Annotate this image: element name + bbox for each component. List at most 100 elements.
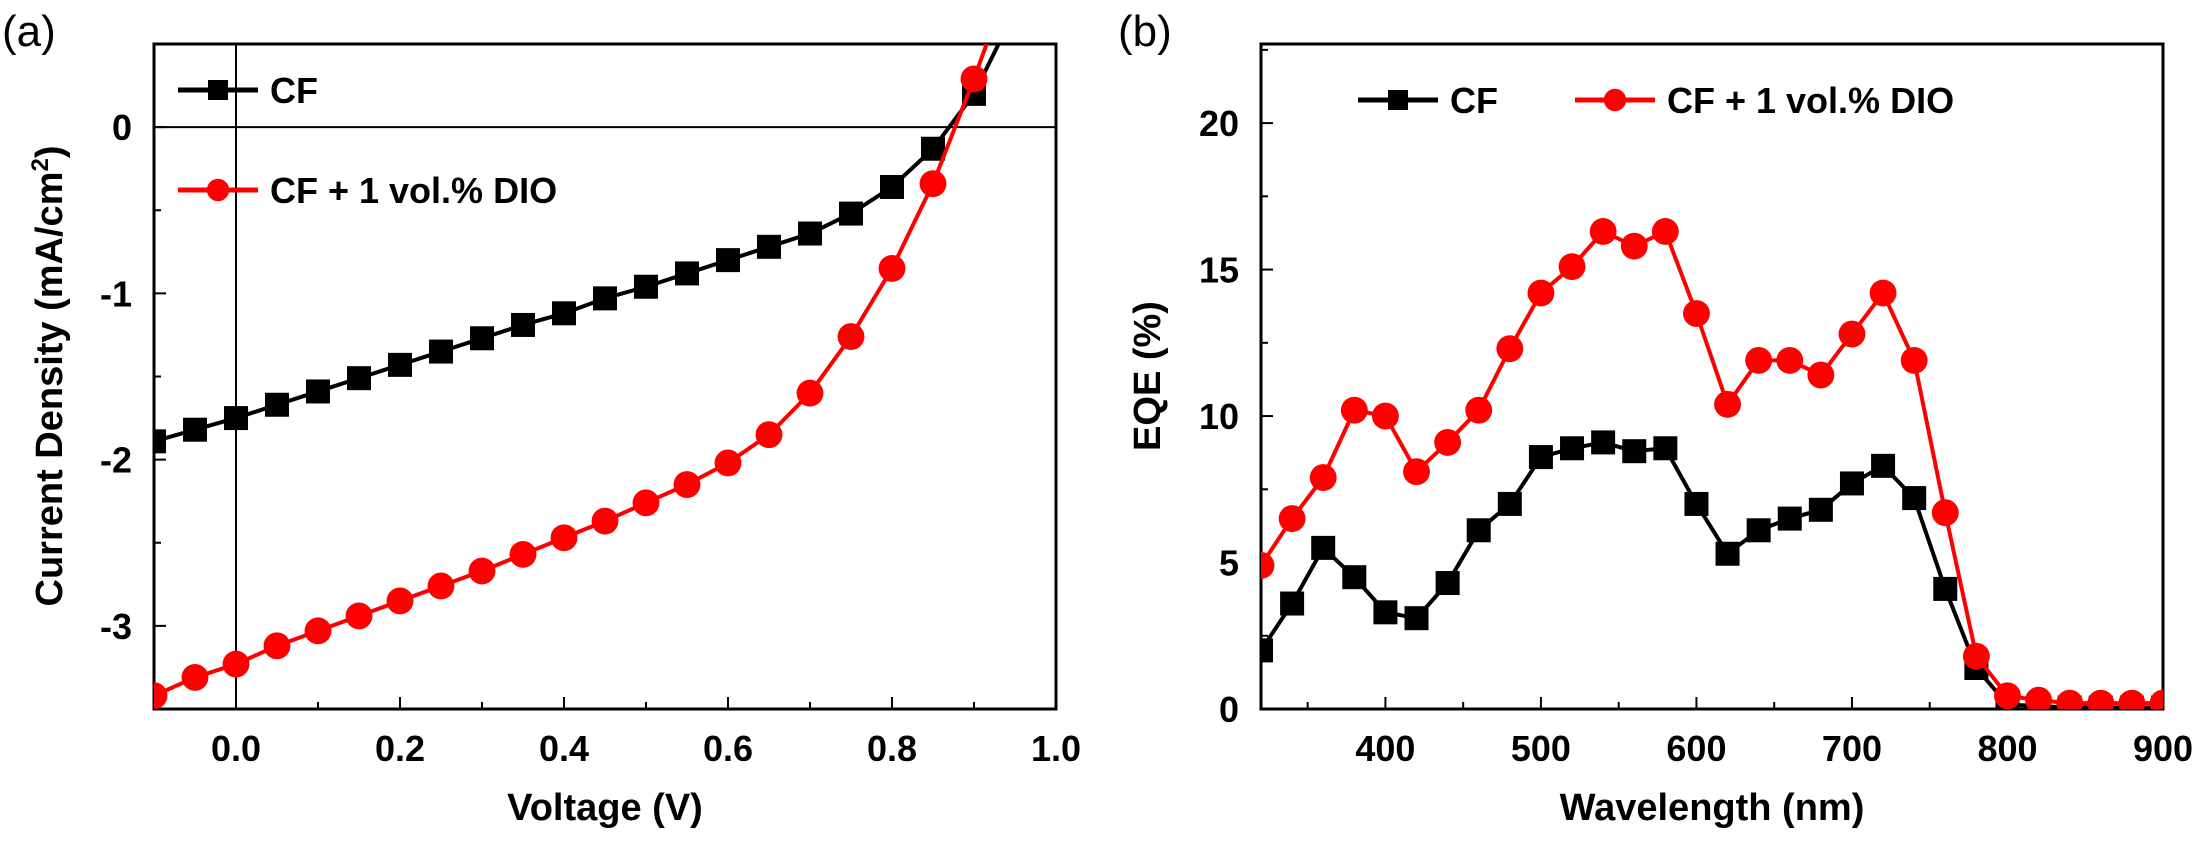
data-point-cf <box>839 201 863 226</box>
panel-a-label: (a) <box>2 7 56 56</box>
data-point-cf-dio <box>2118 689 2146 709</box>
data-point-cf-dio <box>591 507 619 535</box>
data-point-cf <box>1591 430 1616 455</box>
data-point-cf-dio <box>304 617 332 645</box>
panel-a-legend: CF CF + 1 vol.% DIO <box>178 70 557 211</box>
data-point-cf <box>1684 491 1709 516</box>
data-point-cf <box>388 352 412 377</box>
series-line-cf-dio <box>1261 228 2163 706</box>
data-point-cf-dio <box>1869 279 1897 307</box>
data-point-cf-dio <box>837 323 865 351</box>
data-point-cf-dio <box>1683 300 1710 327</box>
panel-a-y-axis-title-sup: 2 <box>27 158 54 171</box>
data-point-cf-dio <box>632 489 660 517</box>
data-point-cf <box>1261 638 1273 663</box>
data-point-cf <box>1003 0 1027 23</box>
data-point-cf-dio <box>919 170 947 198</box>
panel-b-y-axis-title: EQE (%) <box>1127 301 1169 451</box>
data-point-cf-dio <box>509 540 537 568</box>
data-point-cf <box>1404 606 1429 631</box>
panel-a-jv-chart: (a) 0.0 0.2 0.4 0.6 0.8 1.0 0 -1 -2 -3 CF CF + 1 v… <box>2 0 1081 829</box>
data-point-cf-dio <box>985 0 1012 24</box>
legend-marker-cf-dio <box>206 178 230 202</box>
data-point-cf-dio <box>1558 253 1586 281</box>
y-tick-label: -3 <box>100 606 132 647</box>
data-point-cf <box>347 366 371 391</box>
data-point-cf <box>470 326 494 351</box>
y-tick-label: 5 <box>1219 543 1239 584</box>
plot-frame <box>152 42 1058 711</box>
series-line-cf <box>1261 440 2163 709</box>
x-tick-label: 1.0 <box>1031 728 1081 769</box>
data-point-cf <box>757 234 781 259</box>
y-tick-label: 20 <box>1199 103 1239 144</box>
data-point-cf-dio <box>181 663 209 691</box>
panel-b-x-axis-title: Wavelength (nm) <box>1560 787 1865 829</box>
data-point-cf <box>1715 541 1740 566</box>
data-point-cf-dio <box>1340 396 1368 424</box>
data-point-cf <box>1466 518 1491 543</box>
panel-b-axes: 400 500 600 700 800 900 0 5 10 15 20 <box>1199 42 2193 769</box>
data-point-cf-dio <box>2025 686 2053 709</box>
data-point-cf-dio <box>1278 505 1306 533</box>
data-point-cf <box>1342 565 1367 590</box>
data-point-cf-dio <box>878 254 906 282</box>
panel-a-axes: 0.0 0.2 0.4 0.6 0.8 1.0 0 -1 -2 -3 <box>100 42 1081 769</box>
data-point-cf-dio <box>714 449 742 477</box>
data-point-cf <box>1871 453 1896 478</box>
data-point-cf-dio <box>1620 232 1648 260</box>
data-point-cf-dio <box>1931 499 1959 527</box>
data-point-cf-dio <box>1496 335 1524 363</box>
data-point-cf <box>1435 571 1460 596</box>
data-point-cf-dio <box>1807 361 1835 389</box>
x-tick-label: 0.0 <box>211 728 261 769</box>
data-point-cf-dio <box>1309 464 1337 492</box>
data-point-cf-dio <box>1838 320 1866 348</box>
series-line-cf-dio <box>154 44 989 698</box>
data-point-cf <box>154 429 166 454</box>
x-tick-label: 800 <box>1977 728 2037 769</box>
y-tick-label: 15 <box>1199 250 1239 291</box>
data-point-cf-dio <box>1403 458 1430 486</box>
data-point-cf-dio <box>1465 396 1493 424</box>
data-point-cf-dio <box>1776 346 1804 374</box>
x-tick-label: 0.2 <box>375 728 425 769</box>
panel-b-series <box>1261 218 2163 709</box>
data-point-cf-dio <box>2149 689 2163 709</box>
data-point-cf <box>798 221 822 246</box>
data-point-cf <box>1839 471 1864 496</box>
data-point-cf-dio <box>1714 390 1741 418</box>
panel-a-y-axis-title: Current Density (mA/cm2) <box>27 146 71 607</box>
data-point-cf <box>593 286 617 311</box>
y-tick-label: 0 <box>112 107 132 148</box>
data-point-cf <box>1808 497 1833 522</box>
data-point-cf <box>265 392 289 417</box>
legend-marker-cf-dio <box>1603 88 1627 112</box>
data-point-cf <box>675 261 699 286</box>
y-tick-label: 0 <box>1219 689 1239 730</box>
panel-a-y-axis-title-close: ) <box>29 146 71 159</box>
data-point-cf <box>183 417 207 442</box>
data-point-cf-dio <box>673 471 701 499</box>
data-point-cf-dio <box>755 421 783 449</box>
data-point-cf-dio <box>960 65 988 93</box>
data-point-cf-dio <box>1371 402 1399 430</box>
data-point-cf <box>552 301 576 326</box>
x-tick-label: 0.8 <box>867 728 917 769</box>
data-point-cf-dio <box>345 602 373 630</box>
data-point-cf-dio <box>427 572 455 600</box>
series-line-cf <box>154 44 1001 444</box>
data-point-cf <box>1653 436 1678 461</box>
legend-label-cf-dio: CF + 1 vol.% DIO <box>270 170 557 211</box>
panel-a-series <box>154 0 1027 709</box>
x-tick-label: 600 <box>1666 728 1726 769</box>
y-tick-label: -1 <box>100 273 132 314</box>
data-point-cf <box>1528 445 1553 470</box>
data-point-cf <box>1373 600 1398 625</box>
data-point-cf-dio <box>796 379 824 407</box>
data-point-cf-dio <box>1527 279 1555 307</box>
legend-marker-cf <box>208 80 228 100</box>
data-point-cf-dio <box>2056 689 2084 709</box>
data-point-cf-dio <box>154 682 168 709</box>
panel-a-x-axis-title: Voltage (V) <box>507 787 703 829</box>
